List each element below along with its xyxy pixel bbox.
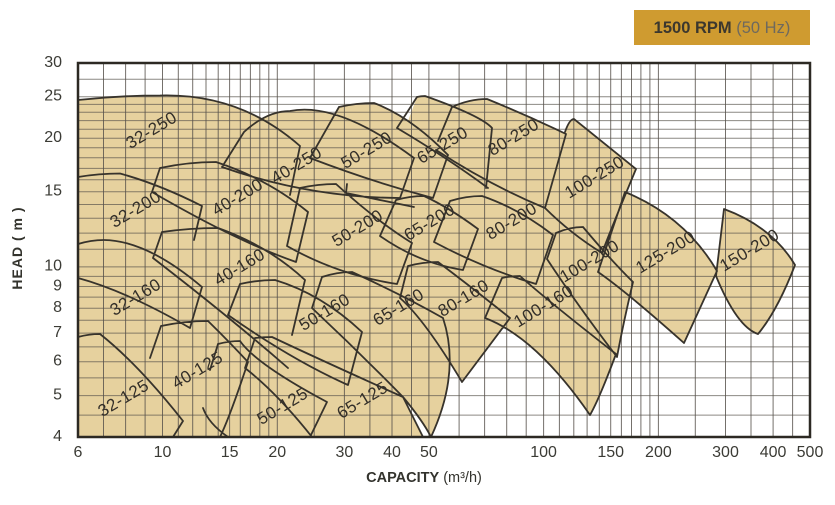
svg-text:5: 5 — [53, 386, 62, 403]
svg-text:6: 6 — [74, 444, 83, 461]
svg-text:400: 400 — [760, 444, 787, 461]
svg-text:200: 200 — [645, 444, 672, 461]
svg-text:500: 500 — [797, 444, 824, 461]
svg-text:150: 150 — [597, 444, 624, 461]
svg-text:300: 300 — [712, 444, 739, 461]
svg-text:30: 30 — [44, 54, 62, 71]
svg-text:10: 10 — [154, 444, 172, 461]
svg-text:HEAD ( m ): HEAD ( m ) — [9, 206, 25, 289]
svg-text:15: 15 — [44, 183, 62, 200]
svg-text:6: 6 — [53, 353, 62, 370]
svg-text:4: 4 — [53, 428, 62, 445]
svg-text:15: 15 — [221, 444, 239, 461]
svg-text:20: 20 — [268, 444, 286, 461]
svg-text:25: 25 — [44, 88, 62, 105]
svg-text:20: 20 — [44, 129, 62, 146]
svg-text:50: 50 — [420, 444, 438, 461]
svg-text:30: 30 — [336, 444, 354, 461]
svg-text:10: 10 — [44, 258, 62, 275]
svg-text:7: 7 — [53, 324, 62, 341]
svg-text:1500 RPM (50 Hz): 1500 RPM (50 Hz) — [654, 19, 791, 37]
svg-text:40: 40 — [383, 444, 401, 461]
svg-text:9: 9 — [53, 277, 62, 294]
svg-text:CAPACITY (m³/h): CAPACITY (m³/h) — [366, 470, 482, 486]
svg-text:100: 100 — [530, 444, 557, 461]
svg-text:8: 8 — [53, 299, 62, 316]
